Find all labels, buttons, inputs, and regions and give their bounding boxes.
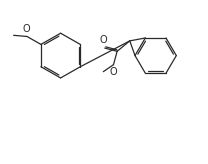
Text: O: O [23,24,30,34]
Text: O: O [100,35,108,45]
Text: O: O [109,67,117,77]
